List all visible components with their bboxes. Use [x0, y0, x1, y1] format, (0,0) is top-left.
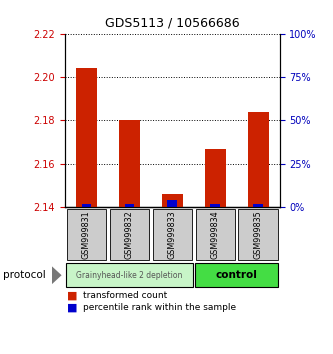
Text: GSM999833: GSM999833 — [168, 210, 177, 259]
Text: GSM999832: GSM999832 — [125, 210, 134, 259]
Text: protocol: protocol — [3, 270, 46, 280]
Bar — [167, 200, 177, 207]
Bar — [125, 205, 134, 207]
Bar — [195, 209, 235, 260]
Bar — [67, 209, 106, 260]
Text: transformed count: transformed count — [83, 291, 167, 300]
Bar — [76, 68, 97, 207]
Text: GSM999834: GSM999834 — [211, 210, 220, 259]
Text: GSM999831: GSM999831 — [82, 210, 91, 259]
Bar — [119, 120, 140, 207]
Bar — [162, 194, 183, 207]
Text: GSM999835: GSM999835 — [254, 210, 263, 259]
Text: Grainyhead-like 2 depletion: Grainyhead-like 2 depletion — [76, 271, 182, 280]
Text: ■: ■ — [67, 303, 77, 313]
Bar — [238, 209, 278, 260]
Text: percentile rank within the sample: percentile rank within the sample — [83, 303, 236, 313]
Bar — [247, 112, 269, 207]
Text: ■: ■ — [67, 291, 77, 301]
Bar — [195, 263, 278, 287]
Bar — [253, 205, 263, 207]
Title: GDS5113 / 10566686: GDS5113 / 10566686 — [105, 17, 240, 30]
Text: control: control — [216, 270, 258, 280]
Bar — [82, 205, 91, 207]
Bar — [66, 263, 192, 287]
Bar — [110, 209, 149, 260]
Bar — [204, 149, 226, 207]
Bar — [153, 209, 192, 260]
Polygon shape — [52, 266, 62, 285]
Bar — [210, 205, 220, 207]
